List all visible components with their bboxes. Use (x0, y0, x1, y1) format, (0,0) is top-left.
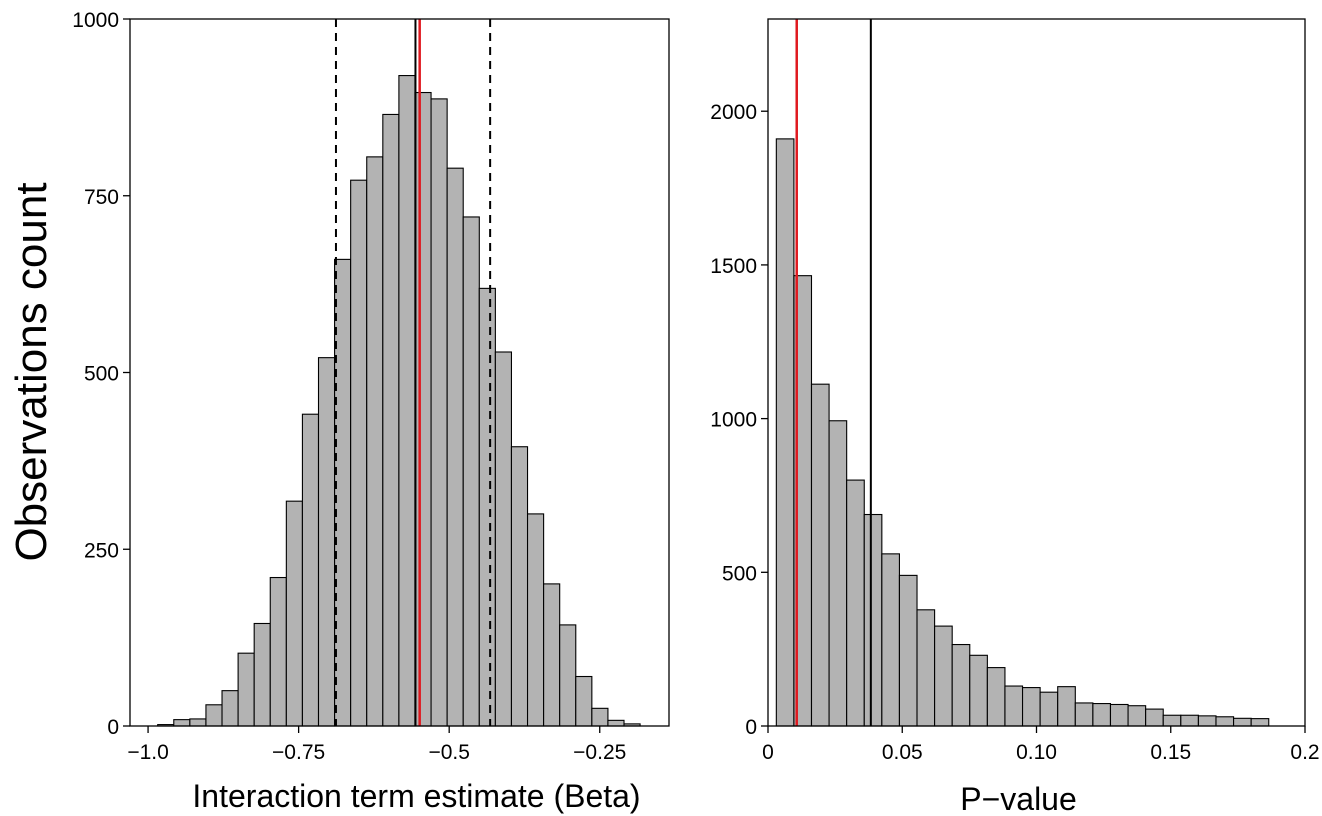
histogram-bar-beta-6 (253, 622, 271, 727)
histogram-bar-pvalue-21 (1145, 708, 1164, 727)
y-tick-label-beta-0: 0 (107, 716, 119, 739)
histogram-bar-pvalue-25 (1215, 716, 1235, 727)
reference-lines-pvalue (795, 19, 872, 726)
y-tick-label-beta-4: 1000 (72, 9, 119, 32)
histogram-bar-pvalue-19 (1109, 703, 1129, 727)
histogram-bar-pvalue-14 (1021, 687, 1041, 727)
histogram-bar-beta-3 (205, 704, 223, 727)
y-tick-label-beta-1: 250 (84, 539, 119, 562)
histogram-bar-beta-1 (173, 719, 191, 727)
histogram-bar-pvalue-6 (881, 553, 900, 727)
histogram-bar-beta-7 (269, 576, 287, 727)
y-tick-label-pvalue-0: 0 (745, 716, 757, 739)
histogram-bar-beta-19 (462, 216, 480, 727)
histogram-bar-beta-14 (382, 113, 400, 727)
histogram-bar-beta-15 (398, 75, 416, 727)
y-tick-label-pvalue-3: 1500 (710, 255, 757, 278)
x-tick-label-beta-0: −1.0 (127, 741, 168, 764)
y-axis-ticks-pvalue: 0 500 1000 1500 2000 (710, 101, 768, 739)
histogram-bar-pvalue-0 (775, 138, 795, 727)
y-tick-label-pvalue-4: 2000 (710, 101, 757, 124)
x-axis-ticks-pvalue: 0 0.05 0.10 0.15 0.2 (762, 726, 1320, 764)
histogram-bar-pvalue-15 (1039, 691, 1059, 727)
histogram-bar-pvalue-20 (1127, 705, 1147, 727)
histogram-bar-beta-8 (285, 500, 303, 727)
x-tick-label-pvalue-3: 0.15 (1150, 741, 1191, 764)
histogram-bar-pvalue-24 (1197, 715, 1217, 727)
panel-pvalue-histogram: 0 0.05 0.10 0.15 0.2 0 500 1000 1500 2000 P−valu… (710, 18, 1320, 816)
y-tick-label-beta-3: 750 (84, 186, 119, 209)
histogram-bar-beta-11 (334, 258, 352, 727)
histogram-bar-pvalue-16 (1057, 686, 1076, 727)
x-tick-label-pvalue-4: 0.2 (1290, 741, 1319, 764)
histogram-bar-pvalue-8 (916, 609, 936, 727)
histogram-bar-pvalue-12 (986, 667, 1006, 727)
histogram-bar-pvalue-10 (951, 643, 971, 727)
histogram-bar-pvalue-23 (1180, 714, 1199, 727)
histogram-bar-beta-5 (237, 652, 255, 727)
x-axis-title-pvalue: P−value (960, 781, 1077, 816)
histogram-bar-pvalue-5 (863, 513, 883, 727)
histogram-bar-beta-17 (430, 98, 448, 727)
bars-pvalue (775, 138, 1270, 727)
histogram-bar-beta-16 (414, 91, 432, 727)
histogram-bar-beta-18 (446, 167, 464, 727)
histogram-bar-beta-4 (221, 690, 239, 727)
histogram-bar-beta-9 (301, 413, 320, 727)
histogram-bar-beta-10 (317, 357, 336, 727)
x-tick-label-pvalue-0: 0 (762, 741, 774, 764)
x-axis-title-beta: Interaction term estimate (Beta) (192, 778, 640, 814)
histogram-bar-pvalue-3 (828, 420, 848, 727)
histogram-bar-pvalue-2 (810, 383, 830, 727)
x-tick-label-beta-2: −0.5 (428, 741, 469, 764)
histogram-bar-beta-23 (526, 513, 545, 727)
histogram-bar-pvalue-27 (1250, 718, 1270, 727)
x-tick-label-pvalue-1: 0.05 (882, 741, 923, 764)
histogram-bar-beta-24 (543, 583, 561, 727)
histogram-bar-pvalue-7 (898, 574, 918, 727)
panel-beta-histogram: −1.0 −0.75 −0.5 −0.25 0 250 500 750 1000 Intera… (72, 9, 670, 814)
histogram-bar-beta-25 (559, 624, 577, 727)
histogram-bar-beta-28 (607, 719, 625, 727)
x-tick-label-pvalue-2: 0.10 (1016, 741, 1057, 764)
histogram-bar-beta-20 (478, 287, 496, 727)
histogram-bar-beta-22 (510, 446, 529, 727)
y-axis-ticks-beta: 0 250 500 750 1000 (72, 9, 130, 739)
histogram-bar-beta-21 (494, 351, 513, 727)
histogram-bar-beta-26 (575, 675, 593, 727)
histogram-bar-pvalue-17 (1074, 702, 1094, 727)
y-tick-label-beta-2: 500 (84, 363, 119, 386)
histogram-bar-pvalue-22 (1162, 714, 1182, 727)
bars-beta (157, 75, 641, 727)
histogram-bar-pvalue-13 (1004, 685, 1024, 727)
y-axis-title: Observations count (7, 182, 56, 561)
histogram-bar-beta-13 (366, 156, 384, 727)
reference-lines-beta (334, 19, 492, 726)
x-axis-ticks-beta: −1.0 −0.75 −0.5 −0.25 (127, 726, 626, 764)
histogram-bar-beta-27 (591, 707, 609, 727)
y-tick-label-pvalue-2: 1000 (710, 409, 757, 432)
y-tick-label-pvalue-1: 500 (722, 562, 757, 585)
histogram-bar-pvalue-26 (1233, 717, 1252, 727)
histogram-bar-beta-12 (350, 179, 368, 727)
histogram-bar-pvalue-11 (969, 654, 988, 727)
histogram-bar-pvalue-9 (934, 625, 953, 727)
histogram-bar-beta-2 (189, 718, 207, 727)
histogram-bar-pvalue-18 (1092, 703, 1112, 727)
x-tick-label-beta-1: −0.75 (272, 741, 325, 764)
x-tick-label-beta-3: −0.25 (573, 741, 626, 764)
histogram-bar-pvalue-4 (846, 479, 865, 727)
